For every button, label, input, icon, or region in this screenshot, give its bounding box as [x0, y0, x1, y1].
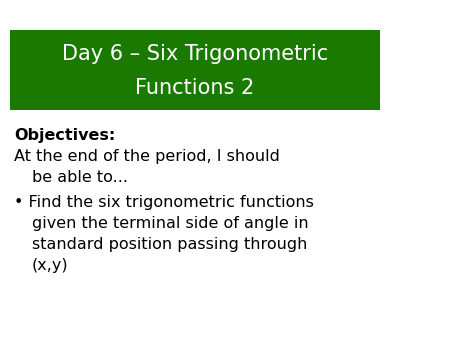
Text: At the end of the period, I should: At the end of the period, I should	[14, 149, 280, 164]
Text: (x,y): (x,y)	[32, 258, 68, 273]
Text: standard position passing through: standard position passing through	[32, 237, 307, 252]
Text: be able to...: be able to...	[32, 170, 128, 185]
Text: Objectives:: Objectives:	[14, 128, 115, 143]
Text: Functions 2: Functions 2	[135, 78, 255, 98]
Text: Day 6 – Six Trigonometric: Day 6 – Six Trigonometric	[62, 44, 328, 64]
Bar	[10, 30, 380, 110]
Text: • Find the six trigonometric functions: • Find the six trigonometric functions	[14, 195, 314, 210]
Text: given the terminal side of angle in: given the terminal side of angle in	[32, 216, 309, 231]
